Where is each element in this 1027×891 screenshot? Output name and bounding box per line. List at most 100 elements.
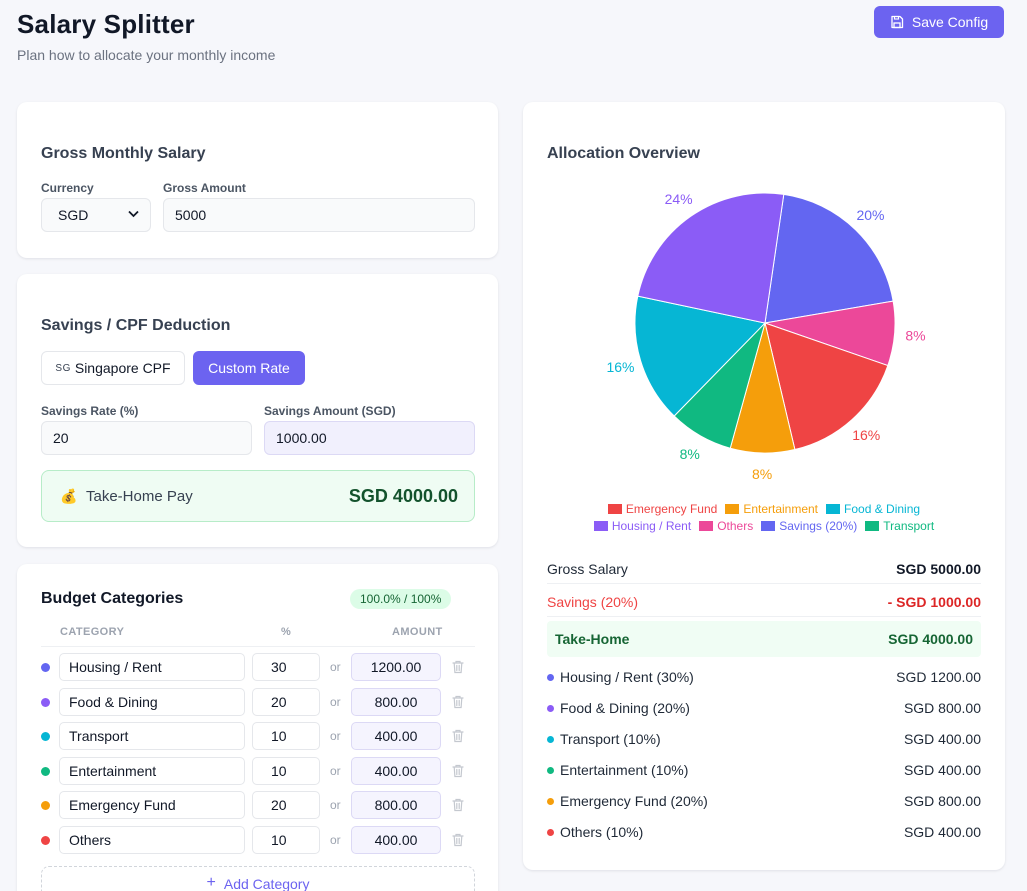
legend-swatch bbox=[593, 521, 608, 531]
legend-item[interactable]: Food & Dining bbox=[826, 502, 920, 516]
legend-label: Transport bbox=[883, 519, 935, 533]
category-name-input[interactable]: Housing / Rent bbox=[59, 653, 245, 681]
legend-item[interactable]: Savings (20%) bbox=[761, 519, 857, 533]
legend-item[interactable]: Housing / Rent bbox=[593, 519, 691, 533]
savings-card: Savings / CPF Deduction SG Singapore CPF… bbox=[17, 274, 498, 547]
category-name-input[interactable]: Transport bbox=[59, 722, 245, 751]
or-label: or bbox=[330, 833, 341, 847]
add-category-button[interactable]: + Add Category bbox=[41, 866, 475, 891]
pie-slice bbox=[764, 322, 889, 451]
allocation-color-dot bbox=[547, 705, 554, 712]
category-name-input[interactable]: Others bbox=[59, 826, 245, 854]
gross-amount-label: Gross Amount bbox=[163, 181, 246, 195]
page-title: Salary Splitter bbox=[17, 9, 195, 39]
category-amount-input[interactable]: 1200.00 bbox=[351, 653, 441, 681]
pie-slice-label: 24% bbox=[665, 191, 693, 207]
chevron-down-icon bbox=[128, 209, 139, 221]
legend-label: Entertainment bbox=[743, 502, 819, 516]
category-amount-input[interactable]: 400.00 bbox=[351, 756, 441, 785]
col-amount: AMOUNT bbox=[392, 626, 443, 638]
category-name-input[interactable]: Emergency Fund bbox=[59, 791, 245, 820]
col-category: CATEGORY bbox=[60, 626, 125, 638]
pie-slice-label: 8% bbox=[905, 327, 925, 343]
trash-icon[interactable] bbox=[451, 763, 465, 779]
chart-legend-row-1: Emergency Fund Entertainment Food & Dining bbox=[523, 502, 1005, 516]
save-config-label: Save Config bbox=[911, 14, 989, 30]
category-percent-input[interactable]: 10 bbox=[252, 826, 320, 854]
savings-rate-input[interactable]: 20 bbox=[41, 421, 252, 455]
or-label: or bbox=[330, 694, 341, 709]
allocation-label: Entertainment (10%) bbox=[560, 762, 689, 778]
trash-icon[interactable] bbox=[451, 659, 465, 675]
allocation-label: Others (10%) bbox=[560, 824, 644, 840]
category-percent-input[interactable]: 20 bbox=[252, 687, 320, 716]
legend-swatch bbox=[699, 521, 714, 531]
table-row: Transport 10 or 400.00 bbox=[41, 722, 475, 751]
budget-total-badge: 100.0% / 100% bbox=[350, 589, 452, 609]
or-label: or bbox=[330, 798, 341, 813]
table-row: Entertainment 10 or 400.00 bbox=[41, 756, 475, 785]
trash-icon[interactable] bbox=[451, 694, 465, 710]
allocation-value: SGD 400.00 bbox=[903, 731, 981, 747]
trash-icon[interactable] bbox=[451, 728, 465, 744]
budget-card: Budget Categories 100.0% / 100% CATEGORY… bbox=[17, 564, 498, 891]
savings-amount-input[interactable]: 1000.00 bbox=[264, 421, 475, 455]
save-config-button[interactable]: Save Config bbox=[874, 6, 1004, 38]
currency-select[interactable]: SGD bbox=[41, 198, 151, 232]
trash-icon[interactable] bbox=[451, 832, 465, 848]
gross-salary-label: Gross Salary bbox=[547, 561, 628, 577]
pie-slice-label: 16% bbox=[606, 359, 634, 375]
legend-item[interactable]: Emergency Fund bbox=[607, 502, 717, 516]
allocation-value: SGD 1200.00 bbox=[896, 669, 981, 685]
category-percent-input[interactable]: 20 bbox=[252, 791, 320, 820]
allocation-pie-chart: 20% 8% 16% 8% 8% 16% 24% bbox=[606, 191, 925, 482]
pie-slice bbox=[634, 295, 766, 417]
pie-slice bbox=[764, 193, 894, 324]
table-row: Emergency Fund 20 or 800.00 bbox=[41, 791, 475, 820]
table-row: Others 10 or 400.00 bbox=[41, 826, 475, 854]
col-percent: % bbox=[281, 626, 292, 638]
allocation-color-dot bbox=[547, 674, 554, 681]
allocation-label: Food & Dining (20%) bbox=[560, 700, 690, 716]
category-name-input[interactable]: Entertainment bbox=[59, 756, 245, 785]
trash-icon[interactable] bbox=[451, 797, 465, 813]
takehome-panel: 💰 Take-Home Pay SGD 4000.00 bbox=[41, 470, 475, 522]
custom-rate-button[interactable]: Custom Rate bbox=[193, 351, 305, 385]
singapore-cpf-button[interactable]: SG Singapore CPF bbox=[41, 351, 185, 385]
category-percent-input[interactable]: 30 bbox=[252, 653, 320, 681]
page-subtitle: Plan how to allocate your monthly income bbox=[17, 47, 276, 63]
category-percent-input[interactable]: 10 bbox=[252, 722, 320, 751]
gross-amount-input[interactable]: 5000 bbox=[163, 198, 475, 232]
category-color-dot bbox=[41, 732, 50, 742]
legend-swatch bbox=[725, 504, 740, 514]
legend-item[interactable]: Transport bbox=[865, 519, 934, 533]
summary-divider bbox=[547, 583, 981, 584]
pie-slice bbox=[637, 192, 785, 324]
summary-takehome-value: SGD 4000.00 bbox=[888, 631, 973, 647]
allocation-value: SGD 800.00 bbox=[903, 700, 981, 716]
summary-takehome-row: Take-Home SGD 4000.00 bbox=[547, 621, 981, 657]
legend-item[interactable]: Others bbox=[699, 519, 753, 533]
or-label: or bbox=[330, 660, 341, 674]
chart-legend-row-2: Housing / Rent Others Savings (20%) Transpo… bbox=[523, 519, 1005, 533]
allocation-label: Emergency Fund (20%) bbox=[560, 793, 708, 809]
category-amount-input[interactable]: 800.00 bbox=[351, 791, 441, 820]
category-name-input[interactable]: Food & Dining bbox=[59, 687, 245, 716]
save-icon bbox=[891, 15, 904, 29]
sg-flag-icon: SG bbox=[55, 362, 71, 374]
savings-rate-label: Savings Rate (%) bbox=[41, 404, 139, 418]
pie-slice-label: 16% bbox=[852, 427, 880, 443]
category-amount-input[interactable]: 400.00 bbox=[351, 722, 441, 751]
allocation-value: SGD 400.00 bbox=[903, 762, 981, 778]
category-percent-input[interactable]: 10 bbox=[252, 756, 320, 785]
category-amount-input[interactable]: 400.00 bbox=[351, 826, 441, 854]
category-amount-input[interactable]: 800.00 bbox=[351, 687, 441, 716]
legend-item[interactable]: Entertainment bbox=[725, 502, 818, 516]
legend-label: Food & Dining bbox=[844, 502, 921, 516]
category-color-dot bbox=[41, 766, 50, 776]
plus-icon: + bbox=[206, 874, 216, 891]
salary-card-title: Gross Monthly Salary bbox=[41, 145, 206, 162]
legend-swatch bbox=[826, 504, 841, 514]
allocation-label: Housing / Rent (30%) bbox=[560, 669, 694, 685]
summary-divider bbox=[547, 616, 981, 617]
